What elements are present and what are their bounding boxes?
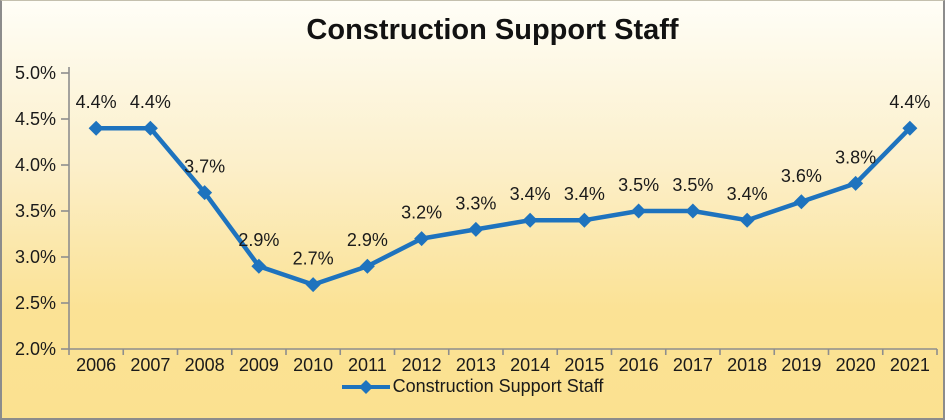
- data-point-marker: [522, 212, 538, 228]
- data-point-label: 3.3%: [455, 193, 496, 213]
- data-point-marker: [359, 258, 375, 274]
- y-axis-tick-label: 5.0%: [15, 63, 56, 83]
- x-axis-tick-label: 2007: [130, 355, 170, 375]
- chart-title: Construction Support Staff: [306, 14, 679, 46]
- x-axis-tick-label: 2014: [510, 355, 550, 375]
- data-point-label: 2.9%: [238, 230, 279, 250]
- x-axis-tick-label: 2013: [456, 355, 496, 375]
- x-axis-tick-label: 2017: [673, 355, 713, 375]
- data-point-label: 4.4%: [130, 92, 171, 112]
- data-point-marker: [902, 120, 918, 136]
- data-point-label: 3.4%: [510, 184, 551, 204]
- data-point-label: 2.7%: [293, 249, 334, 269]
- data-point-marker: [251, 258, 267, 274]
- x-axis-tick-label: 2020: [836, 355, 876, 375]
- data-point-marker: [88, 120, 104, 136]
- data-point-label: 4.4%: [76, 92, 117, 112]
- x-axis-tick-label: 2009: [239, 355, 279, 375]
- legend-line-marker-icon: [341, 379, 390, 394]
- data-point-marker: [685, 203, 701, 219]
- y-axis-tick-label: 4.5%: [15, 109, 56, 129]
- x-axis-tick-label: 2008: [185, 355, 225, 375]
- data-point-marker: [739, 212, 755, 228]
- data-point-label: 4.4%: [889, 92, 930, 112]
- x-axis-tick-label: 2019: [781, 355, 821, 375]
- y-axis-tick-label: 2.5%: [15, 293, 56, 313]
- data-point-marker: [468, 221, 484, 237]
- data-point-marker: [142, 120, 158, 136]
- x-axis-tick-label: 2018: [727, 355, 767, 375]
- x-axis-tick-label: 2021: [890, 355, 930, 375]
- x-axis-tick-label: 2006: [76, 355, 116, 375]
- x-axis-tick-label: 2012: [402, 355, 442, 375]
- data-point-marker: [305, 277, 321, 293]
- data-point-marker: [197, 185, 213, 201]
- y-axis-tick-label: 4.0%: [15, 155, 56, 175]
- y-axis-tick-label: 3.5%: [15, 201, 56, 221]
- data-point-label: 3.5%: [618, 175, 659, 195]
- data-point-label: 3.7%: [184, 157, 225, 177]
- data-point-marker: [848, 175, 864, 191]
- data-point-marker: [414, 231, 430, 247]
- series-line: [93, 125, 913, 287]
- x-axis-tick-label: 2011: [348, 355, 387, 375]
- data-point-marker: [793, 194, 809, 210]
- data-point-label: 2.9%: [347, 230, 388, 250]
- y-axis-tick-label: 2.0%: [15, 339, 56, 359]
- data-point-marker: [576, 212, 592, 228]
- data-point-label: 3.4%: [727, 184, 768, 204]
- x-axis-tick-label: 2010: [293, 355, 333, 375]
- legend-label: Construction Support Staff: [392, 376, 604, 396]
- data-point-label: 3.6%: [781, 166, 822, 186]
- legend: Construction Support Staff: [2, 376, 943, 397]
- data-point-label: 3.5%: [672, 175, 713, 195]
- x-axis-tick-label: 2015: [564, 355, 604, 375]
- x-axis-tick-label: 2016: [619, 355, 659, 375]
- data-point-label: 3.4%: [564, 184, 605, 204]
- y-axis-tick-label: 3.0%: [15, 247, 56, 267]
- data-point-marker: [631, 203, 647, 219]
- data-point-label: 3.2%: [401, 203, 442, 223]
- data-point-label: 3.8%: [835, 147, 876, 167]
